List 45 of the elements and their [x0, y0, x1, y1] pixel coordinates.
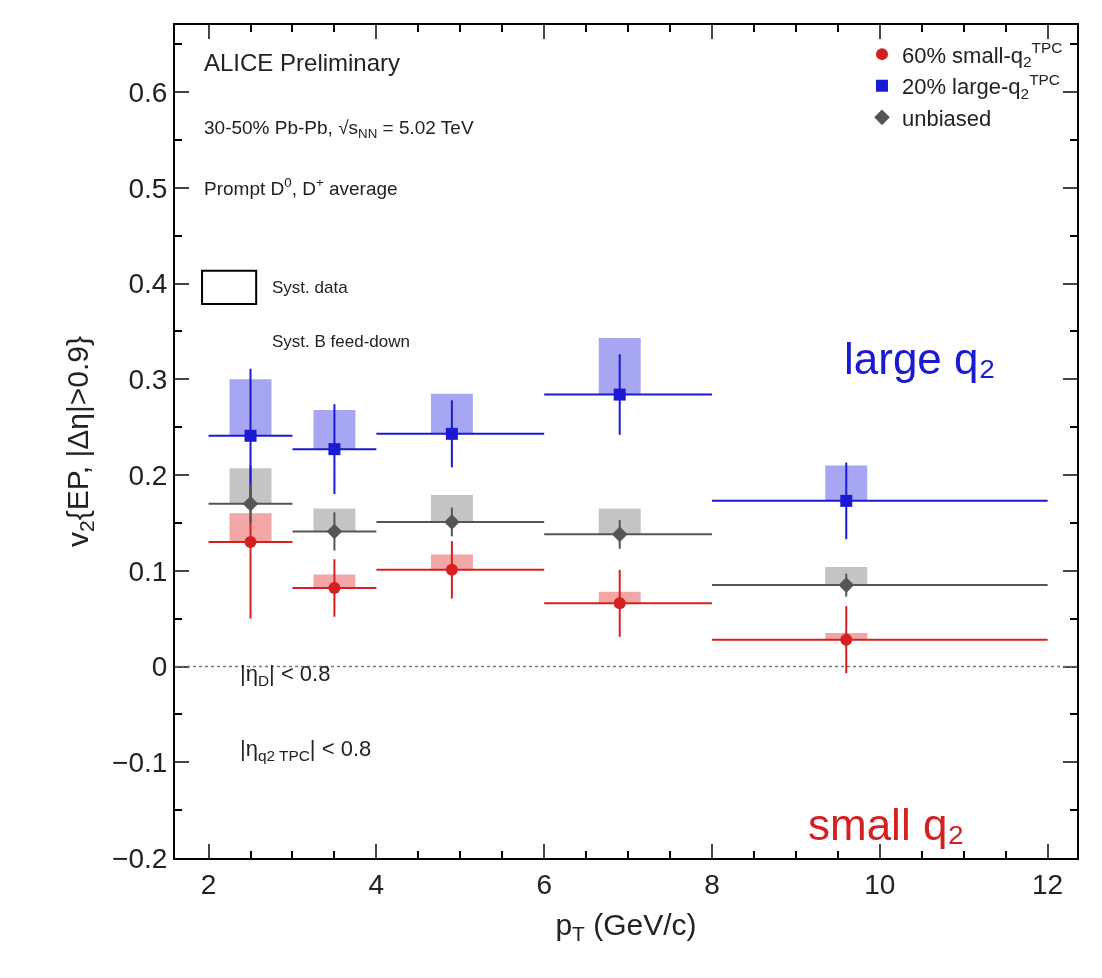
- y-tick-label: 0.4: [128, 268, 168, 300]
- bar: [430, 393, 473, 434]
- x-tick-label: 12: [1032, 868, 1064, 900]
- bar: [229, 379, 272, 436]
- annotation: Syst. data: [272, 278, 349, 297]
- bar: [598, 338, 641, 395]
- point: [838, 577, 855, 593]
- point: [244, 429, 257, 442]
- point: [840, 633, 853, 646]
- y-tick-label: 0: [151, 651, 168, 683]
- x-axis-title: p$_{T}$ (GeV/c): [555, 907, 697, 945]
- point: [244, 536, 257, 549]
- annotation: Prompt D$^{0}$, D$^{+}$ average: [204, 175, 398, 199]
- bar: [430, 495, 473, 522]
- point: [445, 563, 458, 576]
- annotation: Syst. B feed-down: [272, 332, 410, 351]
- annotation: large q₂: [844, 334, 996, 383]
- point: [613, 388, 626, 401]
- annotation: small q₂: [808, 800, 965, 849]
- x-tick-label: 2: [200, 868, 217, 900]
- point: [328, 581, 341, 594]
- point: [328, 443, 341, 456]
- point: [840, 494, 853, 507]
- annotation: |η$_{q2 TPC}$| < 0.8: [240, 736, 372, 764]
- x-tick-label: 4: [368, 868, 385, 900]
- point: [611, 526, 628, 543]
- x-tick-label: 8: [704, 868, 720, 900]
- point: [445, 427, 458, 440]
- annotation: 30-50% Pb-Pb, √s$_{NN}$ = 5.02 TeV: [204, 117, 474, 141]
- y-tick-label: 0.1: [128, 555, 168, 587]
- annotation: ALICE Preliminary: [204, 49, 401, 76]
- point: [444, 514, 460, 530]
- point: [326, 523, 343, 540]
- y-tick-label: −0.2: [112, 842, 168, 874]
- x-tick-label: 10: [864, 868, 896, 900]
- y-tick-label: 0.5: [128, 172, 168, 204]
- legend-label: unbiased: [901, 105, 992, 131]
- y-tick-label: 0.6: [128, 76, 168, 108]
- y-tick-label: −0.1: [112, 747, 168, 779]
- point: [242, 495, 259, 512]
- y-tick-label: 0.3: [128, 364, 168, 396]
- y-tick-label: 0.2: [128, 459, 168, 491]
- annotation: |η$_{D}$| < 0.8: [240, 661, 331, 689]
- point: [613, 597, 626, 610]
- x-tick-label: 6: [536, 868, 552, 900]
